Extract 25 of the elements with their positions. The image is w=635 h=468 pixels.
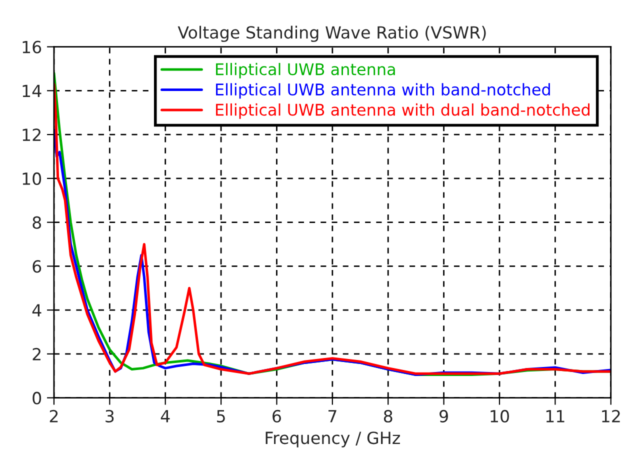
x-tick-label: 6 bbox=[272, 410, 281, 423]
x-tick-label: 7 bbox=[328, 410, 336, 422]
x-tick-label: 10 bbox=[490, 410, 509, 423]
y-tick-label: 14 bbox=[22, 84, 42, 98]
y-tick-label: 12 bbox=[22, 128, 40, 141]
x-tick-label: 4 bbox=[160, 410, 170, 422]
y-tick-label: 10 bbox=[22, 172, 42, 185]
legend-label: Elliptical UWB antenna with dual band-notched bbox=[216, 103, 590, 119]
x-tick-label: 9 bbox=[440, 410, 448, 423]
y-tick-label: 2 bbox=[32, 348, 40, 360]
x-tick-label: 2 bbox=[50, 410, 58, 422]
y-tick-label: 16 bbox=[22, 40, 42, 54]
y-tick-label: 4 bbox=[32, 304, 42, 316]
chart-title: Voltage Standing Wave Ratio (VSWR) bbox=[178, 26, 486, 42]
y-tick-label: 0 bbox=[32, 392, 42, 404]
y-tick-label: 8 bbox=[32, 216, 42, 229]
x-tick-label: 8 bbox=[384, 410, 392, 423]
legend-label: Elliptical UWB antenna with band-notched bbox=[216, 83, 550, 99]
x-tick-label: 12 bbox=[602, 410, 620, 422]
y-tick-label: 6 bbox=[32, 260, 42, 273]
x-axis-title: Frequency / GHz bbox=[266, 432, 400, 448]
x-tick-label: 11 bbox=[546, 410, 564, 422]
x-tick-label: 5 bbox=[217, 410, 225, 423]
x-tick-label: 3 bbox=[106, 410, 114, 423]
legend-label: Elliptical UWB antenna bbox=[216, 62, 395, 78]
